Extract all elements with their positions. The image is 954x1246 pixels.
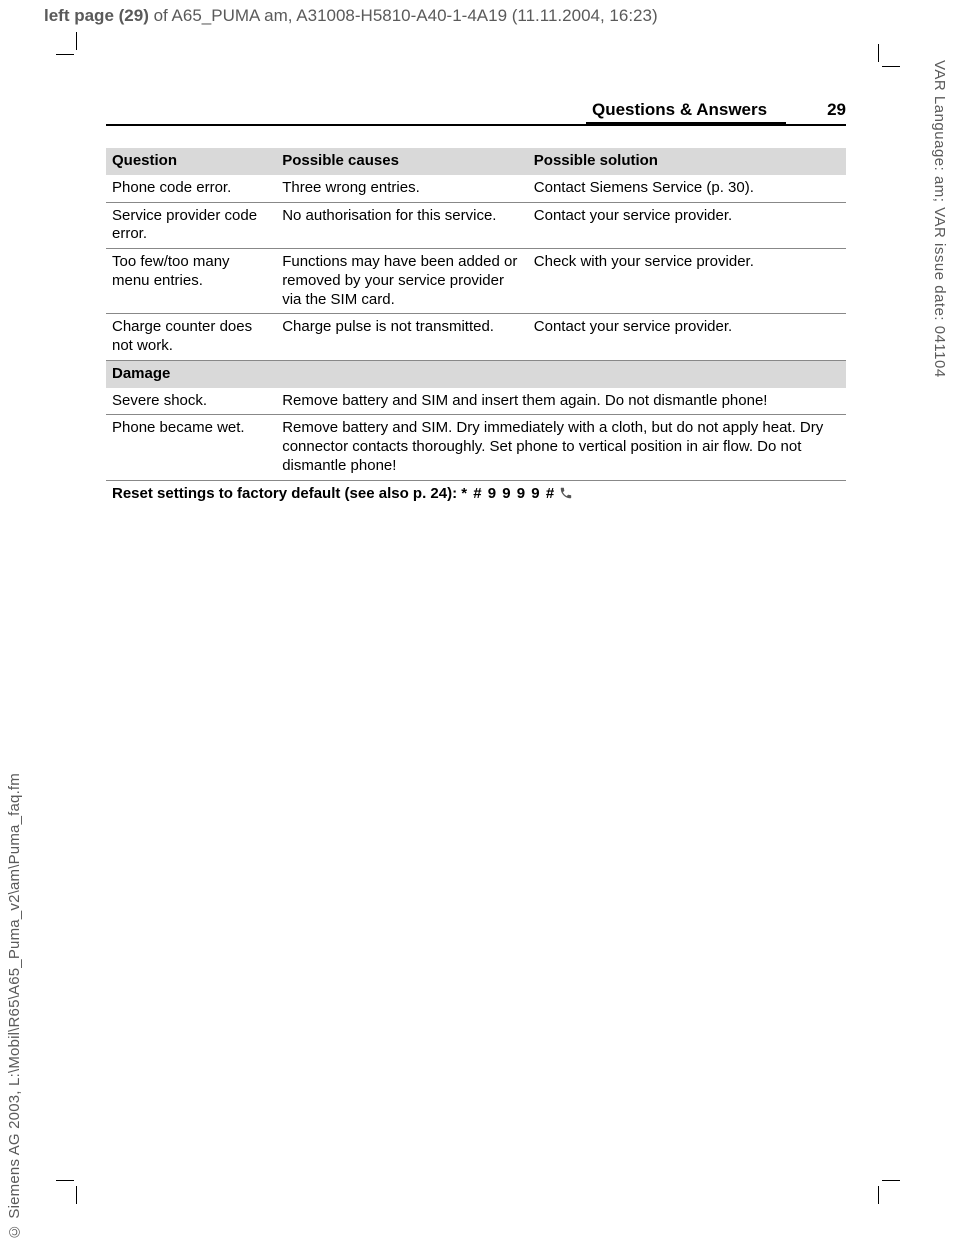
reset-label: Reset settings to factory default (see a… xyxy=(112,485,461,502)
table-row: Service provider code error. No authoris… xyxy=(106,202,846,249)
var-language-sidebar: VAR Language: am; VAR issue date: 041104 xyxy=(931,60,948,378)
col-header-solution: Possible solution xyxy=(528,148,846,175)
doc-id-date: of A65_PUMA am, A31008-H5810-A40-1-4A19 … xyxy=(149,6,658,25)
table-subheader-row: Damage xyxy=(106,360,846,387)
cell-question: Phone code error. xyxy=(106,175,276,202)
cell-cause: Three wrong entries. xyxy=(276,175,528,202)
cell-cause: Charge pulse is not transmitted. xyxy=(276,314,528,361)
table-header-row: Question Possible causes Possible soluti… xyxy=(106,148,846,175)
left-page-label: left page (29) xyxy=(44,6,149,25)
table-row: Phone code error. Three wrong entries. C… xyxy=(106,175,846,202)
cell-question: Phone became wet. xyxy=(106,415,276,480)
crop-mark xyxy=(76,32,77,50)
copyright-filepath-sidebar: © Siemens AG 2003, L:\Mobil\R65\A65_Puma… xyxy=(6,773,23,1240)
crop-mark xyxy=(56,54,74,55)
cell-question: Too few/too many menu entries. xyxy=(106,249,276,314)
cell-question: Service provider code error. xyxy=(106,202,276,249)
crop-mark xyxy=(56,1180,74,1181)
table-row: Charge counter does not work. Charge pul… xyxy=(106,314,846,361)
crop-mark xyxy=(882,66,900,67)
crop-mark xyxy=(76,1186,77,1204)
crop-mark xyxy=(878,1186,879,1204)
page-content: Questions & Answers 29 Question Possible… xyxy=(106,100,846,502)
col-header-causes: Possible causes xyxy=(276,148,528,175)
cell-solution-merged: Remove battery and SIM and insert them a… xyxy=(276,388,846,415)
section-title: Questions & Answers xyxy=(592,100,767,120)
qa-table: Question Possible causes Possible soluti… xyxy=(106,148,846,481)
phone-icon xyxy=(559,485,573,502)
reset-instructions: Reset settings to factory default (see a… xyxy=(106,481,846,502)
subheader-damage: Damage xyxy=(106,360,846,387)
cell-solution: Contact your service provider. xyxy=(528,314,846,361)
cell-solution: Contact your service provider. xyxy=(528,202,846,249)
page-running-header: Questions & Answers 29 xyxy=(106,100,846,126)
col-header-question: Question xyxy=(106,148,276,175)
crop-mark xyxy=(878,44,879,62)
table-row: Severe shock. Remove battery and SIM and… xyxy=(106,388,846,415)
cell-solution: Check with your service provider. xyxy=(528,249,846,314)
cell-cause: No authorisation for this service. xyxy=(276,202,528,249)
table-row: Phone became wet. Remove battery and SIM… xyxy=(106,415,846,480)
cell-cause: Functions may have been added or removed… xyxy=(276,249,528,314)
cell-question: Charge counter does not work. xyxy=(106,314,276,361)
reset-code: * # 9 9 9 9 # xyxy=(461,485,555,502)
crop-mark xyxy=(882,1180,900,1181)
page-number: 29 xyxy=(827,100,846,120)
cell-question: Severe shock. xyxy=(106,388,276,415)
cell-solution: Contact Siemens Service (p. 30). xyxy=(528,175,846,202)
cell-solution-merged: Remove battery and SIM. Dry immediately … xyxy=(276,415,846,480)
table-row: Too few/too many menu entries. Functions… xyxy=(106,249,846,314)
document-meta-header: left page (29) of A65_PUMA am, A31008-H5… xyxy=(0,0,954,30)
